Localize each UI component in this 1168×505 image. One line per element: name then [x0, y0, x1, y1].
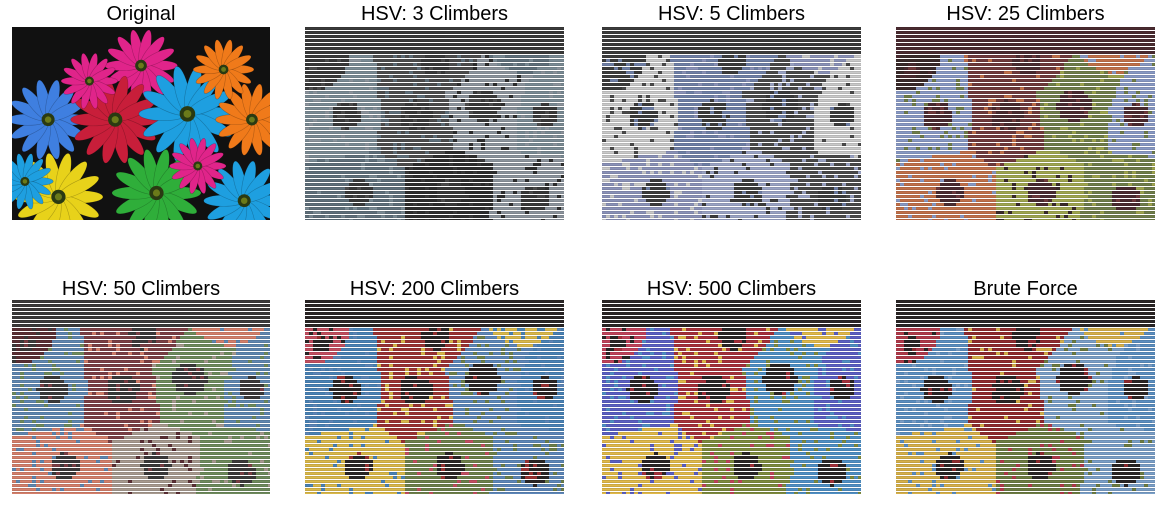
flower-blossom	[215, 83, 270, 156]
hsv-3-climbers-result-image	[305, 27, 564, 220]
flower-blossom	[138, 66, 237, 162]
panel-hsv-200-climbers: HSV: 200 Climbers	[305, 275, 564, 495]
panel-original: Original	[12, 0, 270, 221]
panel-hsv-50-climbers: HSV: 50 Climbers	[12, 275, 270, 495]
panel-hsv-25-climbers: HSV: 25 Climbers	[896, 0, 1155, 221]
panel-title: HSV: 5 Climbers	[602, 2, 861, 26]
panel-title: HSV: 200 Climbers	[305, 277, 564, 301]
panel-title: HSV: 50 Climbers	[12, 277, 270, 301]
panel-hsv-3-climbers: HSV: 3 Climbers	[305, 0, 564, 221]
hsv-50-climbers-result-image	[12, 300, 270, 494]
panel-title: HSV: 500 Climbers	[602, 277, 861, 301]
flower-blossom	[111, 149, 202, 220]
brute-force-result-image	[896, 300, 1155, 494]
hsv-25-climbers-result-image	[896, 27, 1155, 220]
panel-title: Brute Force	[896, 277, 1155, 301]
flower-blossom	[70, 75, 161, 164]
hsv-5-climbers-result-image	[602, 27, 861, 220]
flower-blossom	[192, 39, 255, 100]
flower-blossom	[12, 79, 89, 160]
panel-title: HSV: 25 Climbers	[896, 2, 1155, 26]
hsv-500-climbers-result-image	[602, 300, 861, 494]
panel-title: Original	[12, 2, 270, 26]
flower-blossom	[169, 137, 227, 194]
panel-brute-force: Brute Force	[896, 275, 1155, 495]
panel-hsv-500-climbers: HSV: 500 Climbers	[602, 275, 861, 495]
panel-hsv-5-climbers: HSV: 5 Climbers	[602, 0, 861, 221]
flower-blossom	[60, 53, 119, 110]
panel-title: HSV: 3 Climbers	[305, 2, 564, 26]
original-flower-photo	[12, 27, 270, 220]
flower-blossom	[203, 160, 270, 220]
flower-blossom	[12, 153, 54, 210]
hsv-200-climbers-result-image	[305, 300, 564, 494]
